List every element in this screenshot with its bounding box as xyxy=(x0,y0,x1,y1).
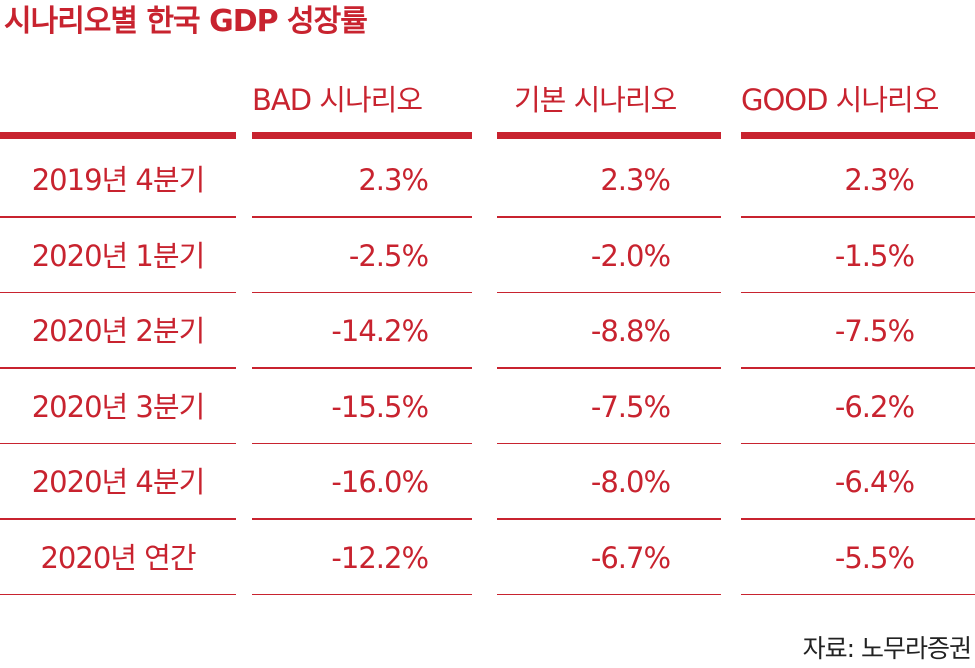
chart-title: 시나리오별 한국 GDP 성장률 xyxy=(4,4,368,39)
table-cell-value: -2.5% xyxy=(348,238,429,273)
table-cell-value: -14.2% xyxy=(331,314,429,348)
row-label: 2020년 1분기 xyxy=(31,238,206,273)
row-label: 2020년 2분기 xyxy=(31,314,206,348)
row-divider xyxy=(0,367,236,369)
table-cell-value: -8.0% xyxy=(590,465,671,499)
table-cell-value: 2.3% xyxy=(358,163,429,197)
row-divider xyxy=(0,291,236,293)
row-divider xyxy=(741,216,975,218)
row-divider xyxy=(497,291,721,293)
row-divider xyxy=(252,593,472,595)
source-note: 자료: 노무라증권 xyxy=(802,634,972,663)
row-divider xyxy=(497,518,721,520)
row-divider xyxy=(741,518,975,520)
table-cell-value: -5.5% xyxy=(834,540,915,575)
row-divider xyxy=(0,216,236,218)
table-cell-value: -8.8% xyxy=(590,314,671,348)
row-label: 2020년 3분기 xyxy=(31,389,206,424)
row-divider xyxy=(0,593,236,595)
table-cell-value: -7.5% xyxy=(590,389,671,424)
row-label: 2020년 4분기 xyxy=(31,465,206,499)
row-divider xyxy=(497,593,721,595)
header-rule xyxy=(741,132,975,139)
row-divider xyxy=(741,291,975,293)
table-cell-value: -16.0% xyxy=(331,465,429,499)
table-cell-value: 2.3% xyxy=(600,163,671,197)
row-divider xyxy=(252,216,472,218)
row-divider xyxy=(252,442,472,444)
table-cell-value: -15.5% xyxy=(331,389,429,424)
header-rule xyxy=(497,132,721,139)
column-header: 기본 시나리오 xyxy=(514,83,677,117)
row-divider xyxy=(741,442,975,444)
column-header: BAD 시나리오 xyxy=(252,83,423,117)
header-rule xyxy=(252,132,472,139)
row-divider xyxy=(741,367,975,369)
row-divider xyxy=(252,367,472,369)
table-cell-value: -6.2% xyxy=(834,389,915,424)
row-divider xyxy=(252,291,472,293)
row-label: 2020년 연간 xyxy=(40,540,196,575)
table-cell-value: 2.3% xyxy=(844,163,915,197)
column-header: GOOD 시나리오 xyxy=(741,83,939,117)
row-divider xyxy=(0,442,236,444)
table-cell-value: -12.2% xyxy=(331,540,429,575)
row-divider xyxy=(497,216,721,218)
row-divider xyxy=(497,442,721,444)
header-rule xyxy=(0,132,236,139)
row-divider xyxy=(252,518,472,520)
table-cell-value: -7.5% xyxy=(834,314,915,348)
row-divider xyxy=(741,593,975,595)
row-label: 2019년 4분기 xyxy=(31,163,206,197)
row-divider xyxy=(0,518,236,520)
table-cell-value: -6.7% xyxy=(590,540,671,575)
table-cell-value: -2.0% xyxy=(590,238,671,273)
table-cell-value: -6.4% xyxy=(834,465,915,499)
row-divider xyxy=(497,367,721,369)
table-cell-value: -1.5% xyxy=(834,238,915,273)
